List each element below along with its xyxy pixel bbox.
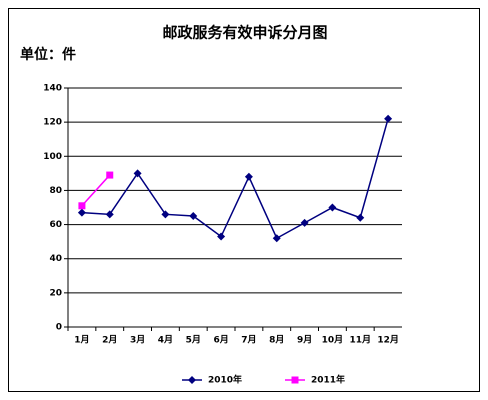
marker <box>328 203 337 212</box>
x-tick-label: 8月 <box>269 335 284 346</box>
marker <box>356 213 365 222</box>
series-line <box>81 174 111 207</box>
x-tick-label: 7月 <box>241 335 256 346</box>
x-tick-label: 11月 <box>349 335 371 346</box>
marker <box>77 208 86 217</box>
x-tick-label: 4月 <box>158 335 173 346</box>
y-tick-label: 140 <box>43 84 62 94</box>
y-tick-label: 100 <box>43 152 62 162</box>
x-tick-label: 10月 <box>322 335 344 346</box>
chart-frame <box>8 8 480 392</box>
marker <box>291 376 299 384</box>
marker <box>384 114 393 123</box>
marker <box>105 210 114 219</box>
y-tick-label: 60 <box>49 220 62 230</box>
marker <box>133 169 142 178</box>
marker <box>244 172 253 181</box>
marker <box>188 376 196 384</box>
series-line <box>81 118 389 240</box>
marker <box>161 210 170 219</box>
x-tick-label: 5月 <box>186 335 201 346</box>
y-tick-label: 120 <box>43 118 62 128</box>
x-tick-label: 1月 <box>74 335 89 346</box>
marker <box>78 202 86 210</box>
legend-label: 2011年 <box>311 374 345 386</box>
legend-label: 2010年 <box>208 374 242 386</box>
y-tick-label: 0 <box>56 323 62 333</box>
marker <box>189 212 198 221</box>
marker <box>272 234 281 243</box>
x-tick-label: 12月 <box>377 335 399 346</box>
x-tick-label: 3月 <box>130 335 145 346</box>
x-tick-label: 6月 <box>213 335 228 346</box>
marker <box>106 171 114 179</box>
x-tick-label: 9月 <box>297 335 312 346</box>
y-tick-label: 80 <box>49 186 62 196</box>
chart-subtitle: 单位：件 <box>20 46 76 63</box>
y-tick-label: 40 <box>49 254 62 264</box>
chart-title: 邮政服务有效申诉分月图 <box>162 24 327 42</box>
x-tick-label: 2月 <box>102 335 117 346</box>
y-tick-label: 20 <box>49 288 62 298</box>
marker <box>217 232 226 241</box>
marker <box>300 218 309 227</box>
